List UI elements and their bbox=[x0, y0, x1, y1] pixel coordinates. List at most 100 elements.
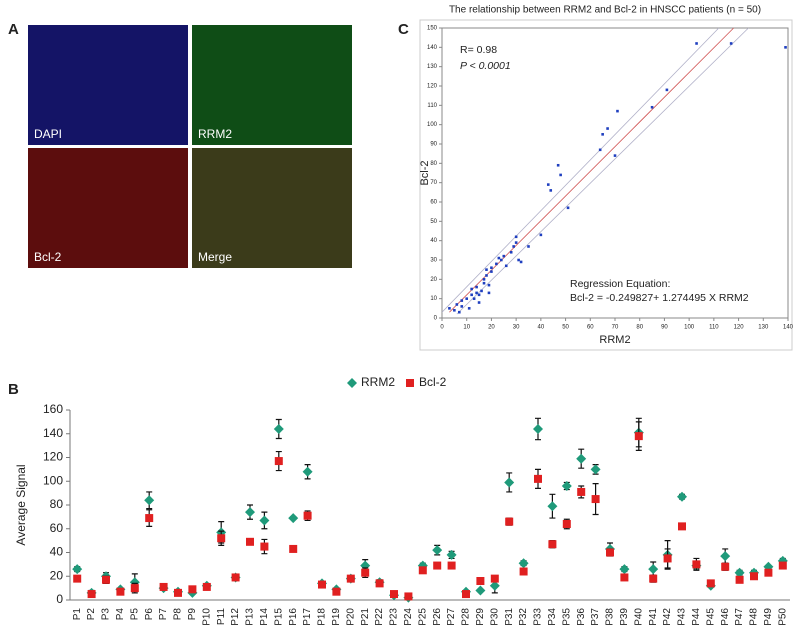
point bbox=[504, 264, 508, 268]
annotation: P < 0.0001 bbox=[460, 60, 511, 72]
data-point bbox=[273, 424, 284, 434]
data-point bbox=[260, 542, 269, 551]
point bbox=[475, 285, 478, 289]
data-point bbox=[735, 575, 744, 584]
point bbox=[616, 109, 619, 113]
annotation: R= 0.98 bbox=[460, 44, 497, 56]
y-axis-label: Average Signal bbox=[14, 464, 28, 545]
data-point bbox=[462, 590, 470, 599]
point bbox=[784, 46, 787, 49]
point bbox=[490, 266, 493, 270]
x-tick-label: 60 bbox=[587, 325, 594, 331]
point bbox=[482, 281, 486, 285]
point bbox=[487, 283, 491, 287]
data-point bbox=[591, 495, 600, 504]
y-tick-label: 40 bbox=[430, 238, 437, 244]
point bbox=[502, 254, 506, 258]
x-tick-label: 80 bbox=[636, 325, 643, 331]
x-tick-label: 110 bbox=[709, 325, 719, 331]
data-point bbox=[721, 562, 730, 571]
y-tick-label: 140 bbox=[43, 426, 63, 440]
point bbox=[458, 310, 461, 314]
panel-label: B bbox=[8, 381, 19, 398]
x-tick-label: P33 bbox=[533, 608, 544, 626]
data-point bbox=[318, 580, 326, 589]
x-tick-label: P1 bbox=[72, 608, 83, 621]
data-point bbox=[332, 587, 341, 596]
data-point bbox=[144, 495, 155, 506]
point bbox=[480, 289, 483, 293]
y-tick-label: 60 bbox=[50, 521, 64, 535]
data-point bbox=[188, 585, 197, 594]
x-tick-label: P2 bbox=[86, 608, 97, 621]
x-tick-label: P43 bbox=[677, 608, 688, 626]
x-tick-label: P27 bbox=[446, 608, 457, 626]
point bbox=[472, 297, 476, 300]
data-point bbox=[404, 592, 413, 601]
x-tick-label: P46 bbox=[720, 608, 731, 626]
y-tick-label: 20 bbox=[50, 568, 64, 582]
data-point bbox=[519, 567, 528, 576]
point bbox=[598, 148, 602, 152]
point bbox=[517, 258, 520, 262]
data-point bbox=[649, 574, 658, 583]
x-tick-label: P17 bbox=[302, 608, 313, 626]
x-tick-label: P9 bbox=[187, 608, 198, 621]
x-tick-label: P5 bbox=[129, 608, 140, 621]
point bbox=[467, 307, 471, 310]
data-point bbox=[159, 582, 168, 591]
point bbox=[500, 258, 503, 262]
x-tick-label: P34 bbox=[547, 608, 558, 626]
point bbox=[509, 250, 513, 254]
micrograph bbox=[192, 148, 352, 268]
x-tick-label: P44 bbox=[691, 608, 702, 626]
x-tick-label: P37 bbox=[590, 608, 601, 626]
x-tick-label: 70 bbox=[612, 325, 619, 331]
image-label: Bcl-2 bbox=[34, 250, 62, 264]
data-point bbox=[720, 551, 731, 562]
point bbox=[455, 303, 459, 306]
data-point bbox=[734, 567, 745, 578]
data-point bbox=[619, 564, 630, 575]
y-tick-label: 80 bbox=[50, 497, 64, 511]
x-tick-label: P14 bbox=[259, 608, 270, 626]
image-label: DAPI bbox=[34, 127, 62, 141]
x-tick-label: P39 bbox=[619, 608, 630, 626]
annotation: Regression Equation: bbox=[570, 278, 670, 290]
y-tick-label: 0 bbox=[56, 592, 63, 606]
y-tick-label: 120 bbox=[427, 84, 438, 90]
point bbox=[650, 105, 654, 109]
point bbox=[475, 291, 478, 295]
data-point bbox=[73, 574, 82, 583]
x-tick-label: 50 bbox=[562, 325, 569, 331]
data-point bbox=[174, 588, 182, 597]
point bbox=[485, 274, 488, 277]
y-tick-label: 130 bbox=[427, 64, 438, 70]
x-tick-label: P7 bbox=[158, 608, 169, 621]
data-point bbox=[375, 579, 384, 588]
data-point bbox=[447, 561, 456, 570]
micrograph bbox=[28, 25, 188, 145]
x-tick-label: P26 bbox=[432, 608, 443, 626]
x-tick-label: P47 bbox=[734, 608, 745, 626]
data-point bbox=[288, 513, 299, 524]
point bbox=[477, 293, 481, 297]
data-point bbox=[476, 577, 485, 585]
data-point bbox=[692, 560, 701, 569]
micrograph bbox=[192, 25, 352, 145]
x-tick-label: P24 bbox=[403, 608, 414, 626]
panel-c-frame bbox=[419, 19, 793, 351]
annotation: Bcl-2 = -0.249827+ 1.274495 X RRM2 bbox=[570, 292, 749, 304]
y-tick-label: 150 bbox=[427, 26, 438, 32]
point bbox=[519, 260, 523, 264]
y-tick-label: 60 bbox=[430, 200, 437, 206]
point bbox=[487, 291, 491, 295]
chart-title: The relationship between RRM2 and Bcl-2 … bbox=[449, 5, 761, 16]
data-point bbox=[750, 572, 758, 581]
x-tick-label: 0 bbox=[440, 325, 444, 331]
data-point bbox=[590, 464, 601, 475]
legend-label: RRM2 bbox=[361, 375, 395, 389]
x-tick-label: P8 bbox=[173, 608, 184, 621]
point bbox=[601, 133, 604, 136]
image-label: Merge bbox=[198, 250, 232, 264]
